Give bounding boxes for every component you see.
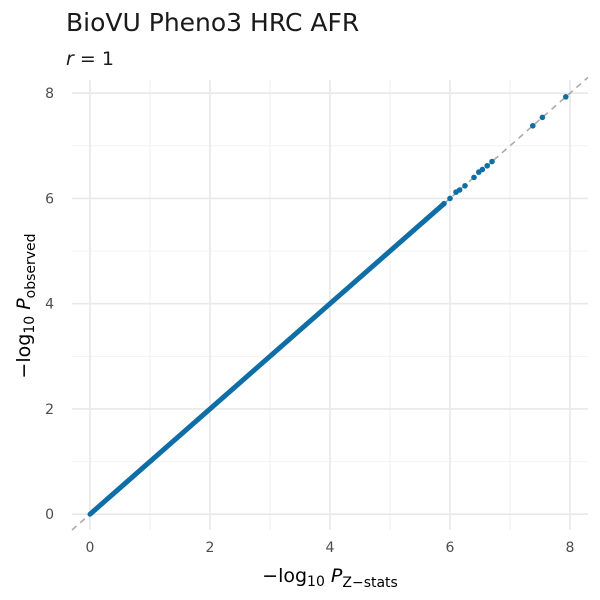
data-point xyxy=(441,200,447,207)
data-point xyxy=(489,158,495,165)
x-tick-label: 4 xyxy=(326,540,335,556)
data-point xyxy=(484,162,491,169)
data-point xyxy=(479,166,486,173)
x-axis-label: −log10 PZ−stats xyxy=(262,565,398,591)
x-tick-label: 8 xyxy=(566,540,575,556)
data-point xyxy=(447,195,453,202)
chart-subtitle: r = 1 xyxy=(66,48,114,70)
x-tick-label: 2 xyxy=(206,540,215,556)
data-points xyxy=(441,94,569,207)
data-point xyxy=(539,114,546,121)
dense-points xyxy=(87,201,447,517)
y-tick-label: 0 xyxy=(45,507,54,523)
chart-title: BioVU Pheno3 HRC AFR xyxy=(66,8,359,37)
y-tick-label: 6 xyxy=(45,191,54,207)
y-axis-label: −log10 Pobserved xyxy=(13,233,39,378)
x-tick-label: 6 xyxy=(446,540,455,556)
data-point xyxy=(462,182,468,189)
x-tick-label: 0 xyxy=(86,540,95,556)
y-tick-labels: 0 2 4 6 8 xyxy=(45,86,54,523)
y-tick-label: 4 xyxy=(45,297,54,313)
dense-point-band xyxy=(87,201,447,517)
data-point xyxy=(456,187,463,193)
y-tick-label: 8 xyxy=(45,86,54,102)
data-point xyxy=(471,174,477,181)
x-tick-labels: 0 2 4 6 8 xyxy=(86,540,575,556)
grid xyxy=(72,80,588,530)
y-tick-label: 2 xyxy=(45,402,54,418)
data-point xyxy=(563,94,569,100)
data-point xyxy=(530,122,536,129)
